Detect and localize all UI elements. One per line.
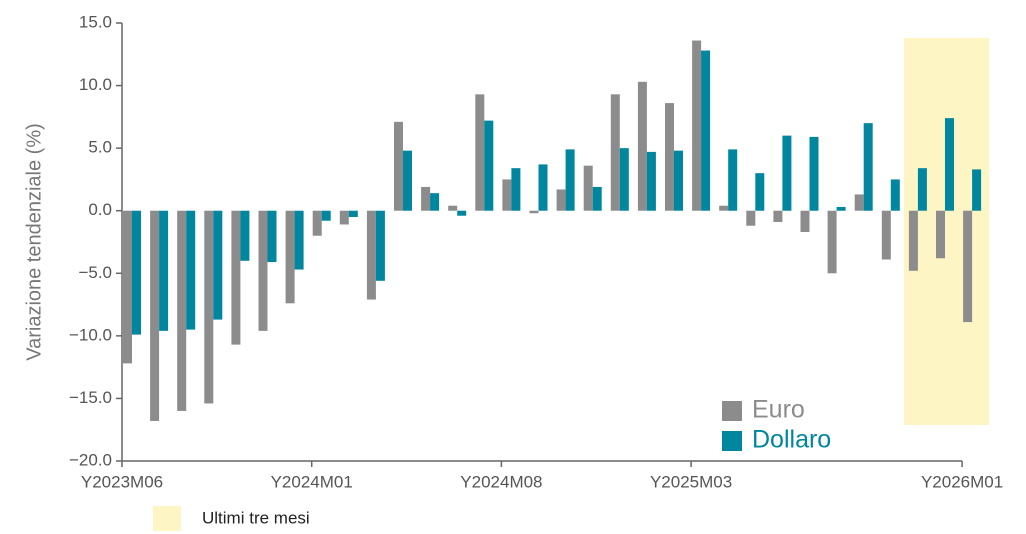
bar xyxy=(701,50,711,211)
bar xyxy=(936,210,945,259)
bar xyxy=(394,121,403,211)
highlight-legend-label: Ultimi tre mesi xyxy=(202,508,310,527)
bar xyxy=(213,210,223,320)
bar xyxy=(538,164,548,211)
bar xyxy=(908,210,918,271)
bar xyxy=(827,210,837,274)
bar xyxy=(285,210,295,304)
x-tick-label: Y2024M08 xyxy=(460,472,542,491)
bar xyxy=(854,194,864,211)
bar xyxy=(177,210,187,411)
highlight-band xyxy=(903,38,990,425)
x-tick-label: Y2026M01 xyxy=(921,472,1003,491)
bar xyxy=(556,189,566,211)
highlight-legend-swatch xyxy=(153,506,181,531)
bar xyxy=(782,135,792,211)
bar xyxy=(321,210,331,221)
bar xyxy=(863,123,873,211)
legend-label: Euro xyxy=(752,396,805,424)
bar xyxy=(610,94,620,211)
bar xyxy=(728,149,738,211)
bar xyxy=(592,186,602,211)
bar xyxy=(159,210,169,331)
bar xyxy=(339,210,349,225)
bar xyxy=(674,150,683,211)
x-tick-label: Y2024M01 xyxy=(271,472,353,491)
y-axis-label: Variazione tendenziale (%) xyxy=(23,123,45,361)
bar xyxy=(529,210,539,214)
y-tick-label: −15.0 xyxy=(69,388,112,407)
bar xyxy=(430,193,440,211)
bar xyxy=(484,120,494,211)
bar xyxy=(746,210,756,226)
y-tick-label: 0.0 xyxy=(88,200,112,219)
y-tick-label: −5.0 xyxy=(78,263,112,282)
y-tick-label: 10.0 xyxy=(79,75,112,94)
bar xyxy=(637,81,647,211)
bar xyxy=(809,136,819,211)
bar xyxy=(421,186,431,211)
bar xyxy=(475,94,485,211)
bar xyxy=(773,210,783,222)
bar xyxy=(231,210,241,345)
legend-swatch xyxy=(722,401,742,421)
bar xyxy=(881,210,891,260)
bar xyxy=(258,210,268,331)
bar xyxy=(755,173,765,211)
bar xyxy=(204,210,214,404)
legend-swatch xyxy=(722,431,742,451)
bar xyxy=(132,210,141,335)
bar xyxy=(403,150,412,211)
bar xyxy=(945,118,954,211)
legend-label: Dollaro xyxy=(752,426,831,454)
bar xyxy=(836,206,846,211)
bar xyxy=(665,103,674,211)
bar xyxy=(366,210,376,300)
y-tick-label: 5.0 xyxy=(88,138,112,157)
y-tick-label: −10.0 xyxy=(69,325,112,344)
bar xyxy=(448,205,458,211)
bar xyxy=(719,205,729,211)
bar xyxy=(583,165,593,211)
bar xyxy=(890,179,900,211)
bar xyxy=(150,210,160,421)
bar xyxy=(186,210,196,330)
bar xyxy=(917,168,927,211)
bar xyxy=(123,210,132,364)
bar xyxy=(240,210,250,261)
bar xyxy=(565,149,575,211)
bar xyxy=(646,151,656,211)
bar xyxy=(312,210,322,236)
y-tick-label: 15.0 xyxy=(79,12,112,31)
bar xyxy=(375,210,385,281)
bar xyxy=(348,210,358,217)
bar xyxy=(619,148,629,211)
x-tick-label: Y2025M03 xyxy=(650,472,732,491)
bar xyxy=(800,210,810,232)
x-tick-label: Y2023M06 xyxy=(81,472,163,491)
bar xyxy=(502,179,512,211)
bar xyxy=(294,210,304,270)
bar xyxy=(963,210,973,323)
bar xyxy=(457,210,467,216)
bar xyxy=(511,168,521,211)
bar xyxy=(972,169,982,211)
y-tick-label: −20.0 xyxy=(69,450,112,469)
bar xyxy=(692,40,702,211)
bar xyxy=(267,210,277,263)
